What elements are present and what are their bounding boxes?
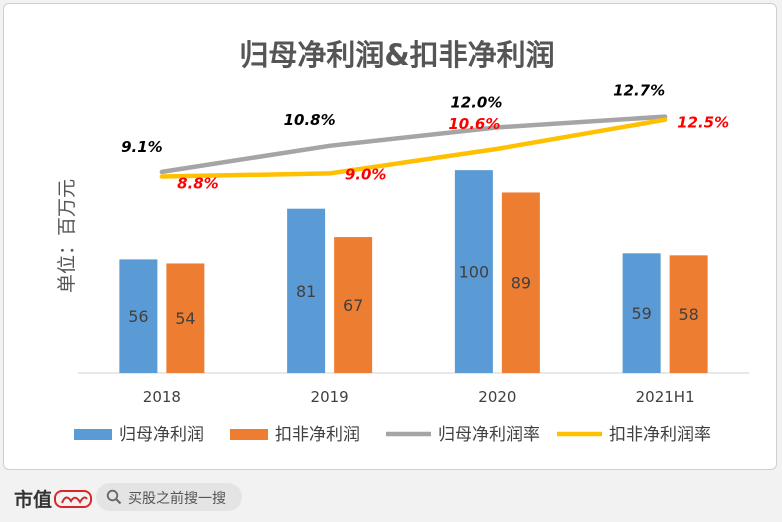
brand-logo[interactable]: 市值 — [14, 485, 94, 512]
line-point-label: 12.5% — [677, 114, 729, 132]
x-tick-labels: 2018 2019 2020 2021H1 — [143, 388, 695, 406]
bar-deducted-net-profit-2019 — [334, 237, 373, 373]
legend: 归母净利润 扣非净利润 归母净利润率 扣非净利润率 — [74, 425, 711, 445]
line-point-label: 10.6% — [448, 115, 500, 133]
bar-value-label: 67 — [343, 296, 363, 315]
search-icon — [106, 489, 122, 505]
bar-deducted-net-profit-2020 — [501, 192, 540, 373]
chart: 归母净利润&扣非净利润 单位：百万元 56 81 100 59 54 67 89 58 9.1… — [56, 38, 749, 445]
bar-value-label: 58 — [678, 305, 698, 324]
search-box[interactable]: 买股之前搜一搜 — [96, 483, 242, 511]
legend-label: 归母净利润率 — [438, 425, 540, 445]
legend-swatch — [74, 429, 112, 440]
bar-parent-net-profit-2019 — [287, 208, 326, 373]
x-tick-label: 2020 — [478, 388, 516, 406]
bar-value-label: 100 — [459, 263, 490, 282]
footer-bar: 市值 买股之前搜一搜 — [0, 474, 782, 522]
line-deducted-net-margin — [159, 117, 668, 179]
line-point-label: 9.1% — [121, 138, 163, 156]
bar-parent-net-profit-2018 — [119, 259, 158, 373]
chart-title: 归母净利润&扣非净利润 — [239, 38, 554, 72]
legend-label: 扣非净利润 — [275, 425, 360, 445]
search-placeholder: 买股之前搜一搜 — [128, 491, 226, 507]
x-tick-label: 2021H1 — [636, 388, 695, 406]
brand-mark-icon — [54, 490, 93, 508]
line-point-label: 9.0% — [345, 165, 387, 183]
chart-card: 归母净利润&扣非净利润 单位：百万元 56 81 100 59 54 67 89 58 9.1… — [3, 3, 777, 470]
x-tick-label: 2019 — [311, 388, 349, 406]
line-parent-net-margin — [159, 114, 668, 175]
lines-layer: 9.1% 10.8% 12.0% 12.7% 8.8% 9.0% 10.6% 12.5% — [121, 82, 729, 193]
bar-deducted-net-profit-2018 — [166, 263, 205, 373]
bar-value-label: 54 — [175, 309, 195, 328]
bar-value-label: 81 — [296, 282, 316, 301]
bar-value-label: 56 — [128, 307, 148, 326]
x-tick-label: 2018 — [143, 388, 181, 406]
bars-layer: 56 81 100 59 54 67 89 58 — [119, 170, 708, 373]
bar-deducted-net-profit-2021H1 — [669, 255, 708, 373]
bar-value-label: 89 — [511, 274, 531, 293]
brand-name: 市值 — [14, 489, 53, 511]
bar-parent-net-profit-2021H1 — [622, 253, 661, 373]
legend-label: 扣非净利润率 — [609, 425, 711, 445]
legend-swatch — [230, 429, 268, 440]
y-axis-title: 单位：百万元 — [56, 179, 78, 293]
legend-label: 归母净利润 — [119, 425, 204, 445]
bar-value-label: 59 — [631, 304, 651, 323]
line-point-label: 8.8% — [177, 175, 219, 193]
line-point-label: 12.7% — [613, 82, 665, 100]
bar-parent-net-profit-2020 — [454, 170, 493, 373]
line-point-label: 12.0% — [450, 93, 502, 111]
line-point-label: 10.8% — [284, 111, 336, 129]
